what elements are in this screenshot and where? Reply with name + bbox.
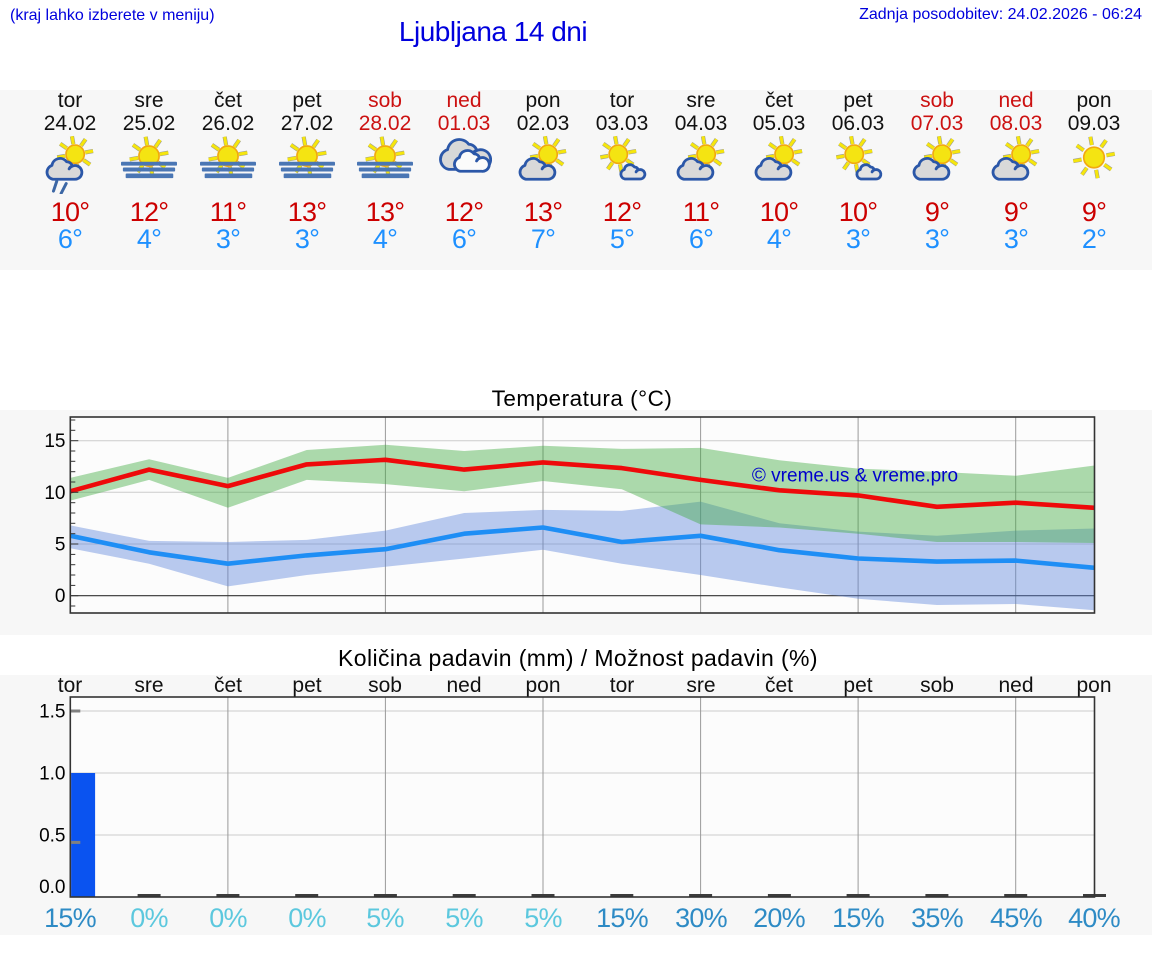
svg-text:10: 10 bbox=[44, 483, 65, 504]
svg-text:1.0: 1.0 bbox=[39, 764, 65, 785]
svg-text:5: 5 bbox=[55, 535, 66, 556]
svg-text:0.0: 0.0 bbox=[39, 877, 65, 898]
svg-text:1.5: 1.5 bbox=[39, 702, 65, 723]
svg-text:© vreme.us & vreme.pro: © vreme.us & vreme.pro bbox=[752, 466, 958, 487]
svg-text:15: 15 bbox=[44, 431, 65, 452]
svg-text:0.5: 0.5 bbox=[39, 826, 65, 847]
svg-text:0: 0 bbox=[55, 586, 66, 607]
